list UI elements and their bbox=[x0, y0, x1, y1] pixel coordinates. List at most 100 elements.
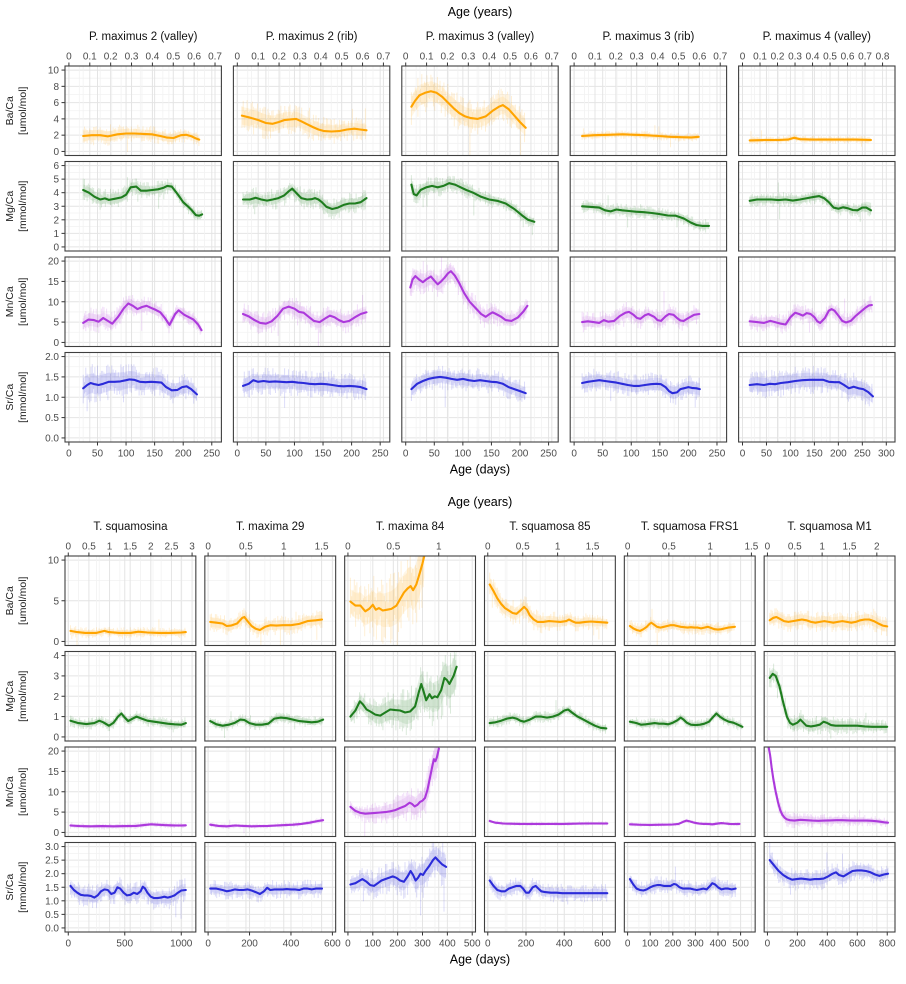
year-tick-label: 1 bbox=[707, 542, 713, 553]
y-tick-label: 15 bbox=[48, 767, 60, 778]
series-line-mn-ca bbox=[409, 270, 529, 322]
series-line-mg-ca bbox=[241, 187, 368, 211]
year-tick-label: 0.5 bbox=[672, 52, 686, 63]
series-line-mn-ca bbox=[349, 747, 440, 815]
year-tick-label: 0.6 bbox=[692, 52, 706, 63]
y-axis-label-mg-ca: Mg/Ca bbox=[4, 191, 16, 222]
y-axis-label-mg-ca: Mg/Ca bbox=[4, 681, 16, 712]
series-line-mg-ca bbox=[410, 182, 536, 223]
day-tick-label: 500 bbox=[116, 939, 133, 950]
year-tick-label: 0.7 bbox=[545, 52, 559, 63]
year-tick-label: 0.4 bbox=[314, 52, 328, 63]
day-tick-label: 300 bbox=[687, 939, 704, 950]
y-axis-unit-ba-ca: [umol/mol] bbox=[17, 86, 29, 135]
panel-mn-ca-p-maximus-3-valley bbox=[401, 256, 559, 348]
series-line-sr-ca bbox=[82, 378, 198, 396]
year-tick-label: 0 bbox=[345, 542, 351, 553]
year-tick-label: 0 bbox=[205, 542, 211, 553]
day-tick-label: 400 bbox=[283, 939, 300, 950]
panel-border bbox=[623, 555, 756, 647]
day-tick-label: 150 bbox=[483, 449, 500, 460]
year-tick-label: 0.5 bbox=[386, 542, 400, 553]
day-tick-label: 300 bbox=[878, 449, 895, 460]
panel-border bbox=[344, 746, 477, 838]
year-tick-label: 0.1 bbox=[753, 52, 767, 63]
day-tick-label: 500 bbox=[732, 939, 749, 950]
uncertainty-band bbox=[769, 667, 888, 732]
y-tick-label: 4 bbox=[53, 114, 59, 125]
year-tick-label: 2 bbox=[148, 542, 154, 553]
facet-title-p-maximus-2-valley: P. maximus 2 (valley) bbox=[89, 31, 198, 43]
day-tick-label: 0 bbox=[625, 939, 631, 950]
y-tick-label: 1 bbox=[53, 712, 59, 723]
y-tick-label: 0.5 bbox=[45, 413, 59, 424]
year-tick-label: 1.5 bbox=[586, 542, 600, 553]
x-axis-title-years: Age (years) bbox=[448, 5, 513, 19]
year-tick-label: 0 bbox=[571, 52, 577, 63]
day-tick-label: 300 bbox=[414, 939, 431, 950]
day-tick-label: 200 bbox=[680, 449, 697, 460]
day-tick-label: 200 bbox=[512, 449, 529, 460]
series-line-sr-ca bbox=[349, 856, 448, 887]
year-tick-label: 0.5 bbox=[662, 542, 676, 553]
year-tick-label: 1 bbox=[107, 542, 113, 553]
y-tick-label: 6 bbox=[53, 161, 59, 172]
series-line-sr-ca bbox=[581, 379, 701, 395]
y-tick-label: 1.0 bbox=[45, 393, 59, 404]
panel-mg-ca-t-squamosa-m1 bbox=[763, 650, 896, 742]
day-tick-label: 200 bbox=[175, 449, 192, 460]
y-tick-label: 2 bbox=[53, 692, 59, 703]
y-tick-label: 0.0 bbox=[45, 923, 59, 934]
year-tick-label: 3 bbox=[189, 542, 195, 553]
year-tick-label: 1.5 bbox=[744, 542, 758, 553]
day-tick-label: 0 bbox=[65, 939, 71, 950]
year-tick-label: 1.5 bbox=[123, 542, 137, 553]
panel-border bbox=[64, 746, 197, 838]
panel-border bbox=[483, 650, 616, 742]
panel-sr-ca-t-squamosa-frs1 bbox=[623, 841, 756, 933]
series-line-mn-ca bbox=[241, 305, 368, 325]
y-tick-label: 0 bbox=[53, 147, 59, 158]
uncertainty-band bbox=[350, 747, 439, 819]
panel-border bbox=[569, 256, 728, 348]
y-axis-label-sr-ca: Sr/Ca bbox=[4, 874, 16, 901]
y-tick-label: 4 bbox=[53, 651, 59, 662]
year-tick-label: 1.5 bbox=[843, 542, 857, 553]
day-tick-label: 50 bbox=[92, 449, 104, 460]
year-tick-label: 0.3 bbox=[630, 52, 644, 63]
series-line-ba-ca bbox=[69, 629, 187, 634]
y-tick-label: 2 bbox=[53, 215, 59, 226]
uncertainty-band bbox=[83, 182, 203, 220]
y-tick-label: 1.5 bbox=[45, 883, 59, 894]
facet-title-t-squamosa-frs1: T. squamosa FRS1 bbox=[641, 521, 739, 533]
year-tick-label: 1.5 bbox=[315, 542, 329, 553]
day-tick-label: 800 bbox=[879, 939, 896, 950]
day-tick-label: 100 bbox=[642, 939, 659, 950]
y-axis-unit-mg-ca: [mmol/mol] bbox=[17, 671, 29, 722]
day-tick-label: 200 bbox=[389, 939, 406, 950]
y-tick-label: 1.0 bbox=[45, 896, 59, 907]
series-line-mg-ca bbox=[628, 712, 744, 728]
y-tick-label: 2.5 bbox=[45, 856, 59, 867]
year-tick-label: 1 bbox=[555, 542, 561, 553]
day-tick-label: 100 bbox=[118, 449, 135, 460]
panel-border bbox=[569, 65, 728, 157]
y-tick-label: 0 bbox=[53, 637, 59, 648]
panel-border bbox=[483, 841, 616, 933]
day-tick-label: 100 bbox=[286, 449, 303, 460]
uncertainty-band bbox=[243, 373, 367, 397]
panel-mg-ca-p-maximus-2-rib bbox=[232, 160, 391, 252]
panel-ba-ca-p-maximus-3-valley bbox=[401, 65, 559, 157]
series-line-ba-ca bbox=[748, 136, 873, 142]
series-line-mn-ca bbox=[748, 303, 873, 326]
series-line-mg-ca bbox=[82, 184, 204, 217]
day-tick-label: 50 bbox=[429, 449, 441, 460]
year-tick-label: 0 bbox=[625, 542, 631, 553]
year-tick-label: 0 bbox=[235, 52, 241, 63]
uncertainty-band bbox=[243, 300, 367, 330]
panel-sr-ca-t-squamosa-m1 bbox=[763, 841, 896, 933]
year-tick-label: 0.5 bbox=[823, 52, 837, 63]
year-tick-label: 0 bbox=[740, 52, 746, 63]
uncertainty-band bbox=[489, 706, 607, 732]
